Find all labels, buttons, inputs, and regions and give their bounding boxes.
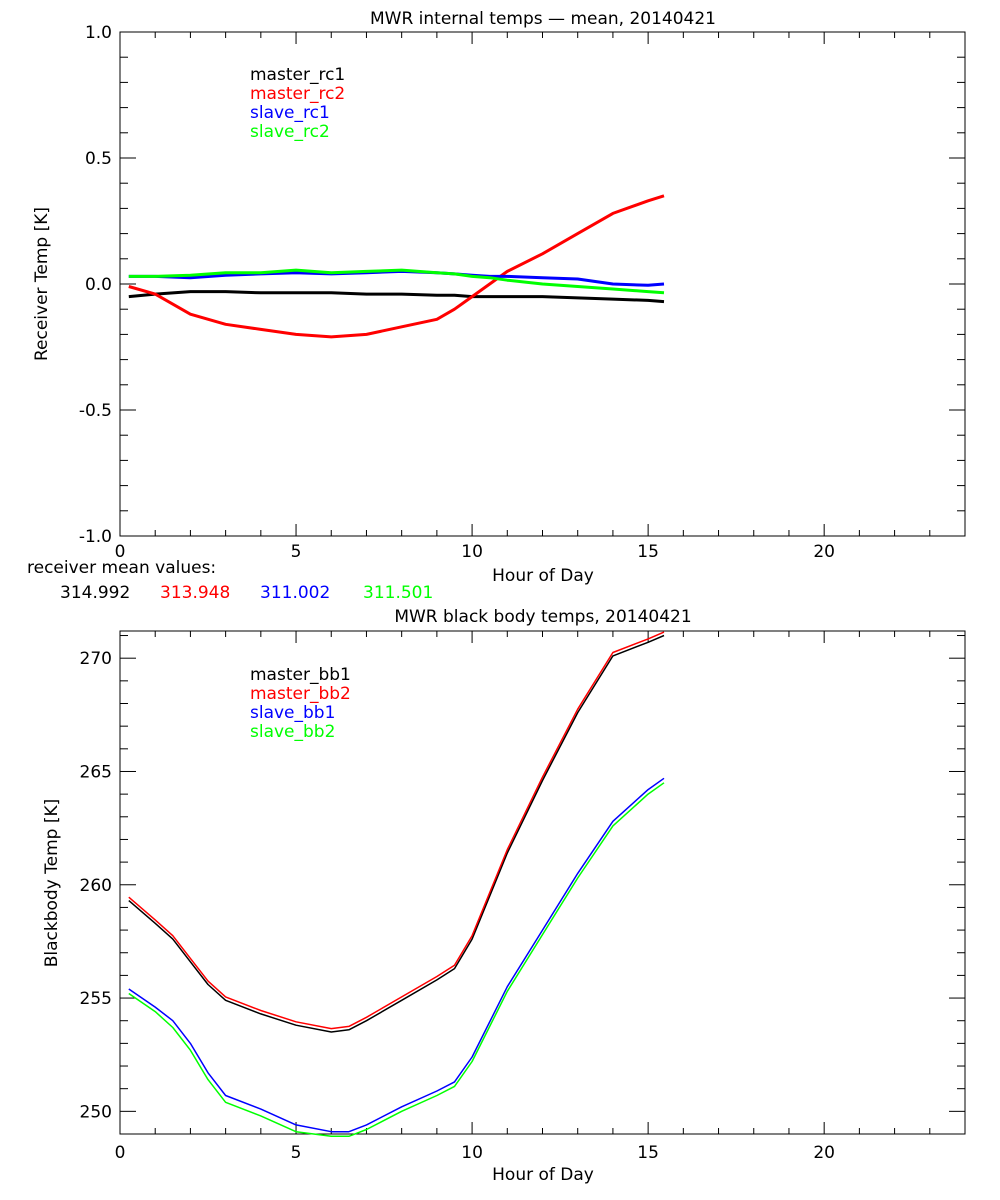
receiver-mean-value: 311.501 [363,583,434,603]
x-ticks: 0 5 10 15 20 [115,631,966,1163]
legend-entry: master_bb1 [250,665,351,685]
x-tick-label: 0 [115,542,126,562]
y-ticks: 250 255 260 265 270 [80,635,965,1135]
y-tick-label: 0.0 [85,275,112,295]
y-tick-label: -1.0 [79,527,112,547]
series-line-slave_rc2 [128,268,665,295]
series-line-master_bb1 [128,634,665,1033]
legend-entry: slave_rc1 [250,103,330,123]
x-tick-label: 10 [461,1143,483,1163]
y-tick-label: 0.5 [85,149,112,169]
series-line-master_bb2 [128,631,665,1030]
x-tick-label: 15 [637,542,659,562]
x-tick-label: 20 [813,542,835,562]
y-tick-label: -0.5 [79,401,112,421]
blackbody-temps-chart: MWR black body temps, 20140421 0 5 10 15 20 … [42,607,966,1185]
legend-entry: slave_bb2 [250,722,335,742]
series-lines [128,631,665,1138]
receiver-temps-chart: MWR internal temps — mean, 20140421 0 5 10… [32,9,966,586]
receiver-mean-value: 311.002 [260,583,331,603]
series-line-master_rc2 [128,194,665,339]
x-tick-label: 20 [813,1143,835,1163]
x-tick-label: 5 [291,1143,302,1163]
legend-entry: master_rc2 [250,84,345,104]
x-tick-label: 15 [637,1143,659,1163]
y-tick-label: 265 [80,762,112,782]
legend-entry: master_rc1 [250,65,345,85]
legend-entry: master_bb2 [250,684,351,704]
legend-entry: slave_rc2 [250,122,330,142]
chart-title: MWR black body temps, 20140421 [394,607,691,627]
chart-title: MWR internal temps — mean, 20140421 [370,9,716,29]
y-axis-label: Blackbody Temp [K] [42,799,62,968]
y-ticks: -1.0 -0.5 0.0 0.5 1.0 [79,23,965,547]
legend-entry: slave_bb1 [250,703,335,723]
x-axis-label: Hour of Day [492,566,594,586]
x-axis-label: Hour of Day [492,1165,594,1185]
y-tick-label: 260 [80,876,112,896]
x-tick-label: 10 [461,542,483,562]
receiver-mean-value: 313.948 [160,583,231,603]
x-tick-label: 0 [115,1143,126,1163]
y-tick-label: 1.0 [85,23,112,43]
series-line-slave_bb2 [128,782,665,1138]
y-tick-label: 255 [80,989,112,1009]
receiver-mean-label: receiver mean values: [27,558,217,578]
receiver-mean-value: 314.992 [60,583,131,603]
series-line-master_rc1 [128,290,665,304]
series-lines [128,194,665,339]
y-tick-label: 270 [80,649,112,669]
x-ticks: 0 5 10 15 20 [115,32,966,562]
y-axis-label: Receiver Temp [K] [32,207,52,361]
y-tick-label: 250 [80,1102,112,1122]
series-line-slave_bb1 [128,777,665,1133]
x-tick-label: 5 [291,542,302,562]
plot-frame [119,630,966,1135]
